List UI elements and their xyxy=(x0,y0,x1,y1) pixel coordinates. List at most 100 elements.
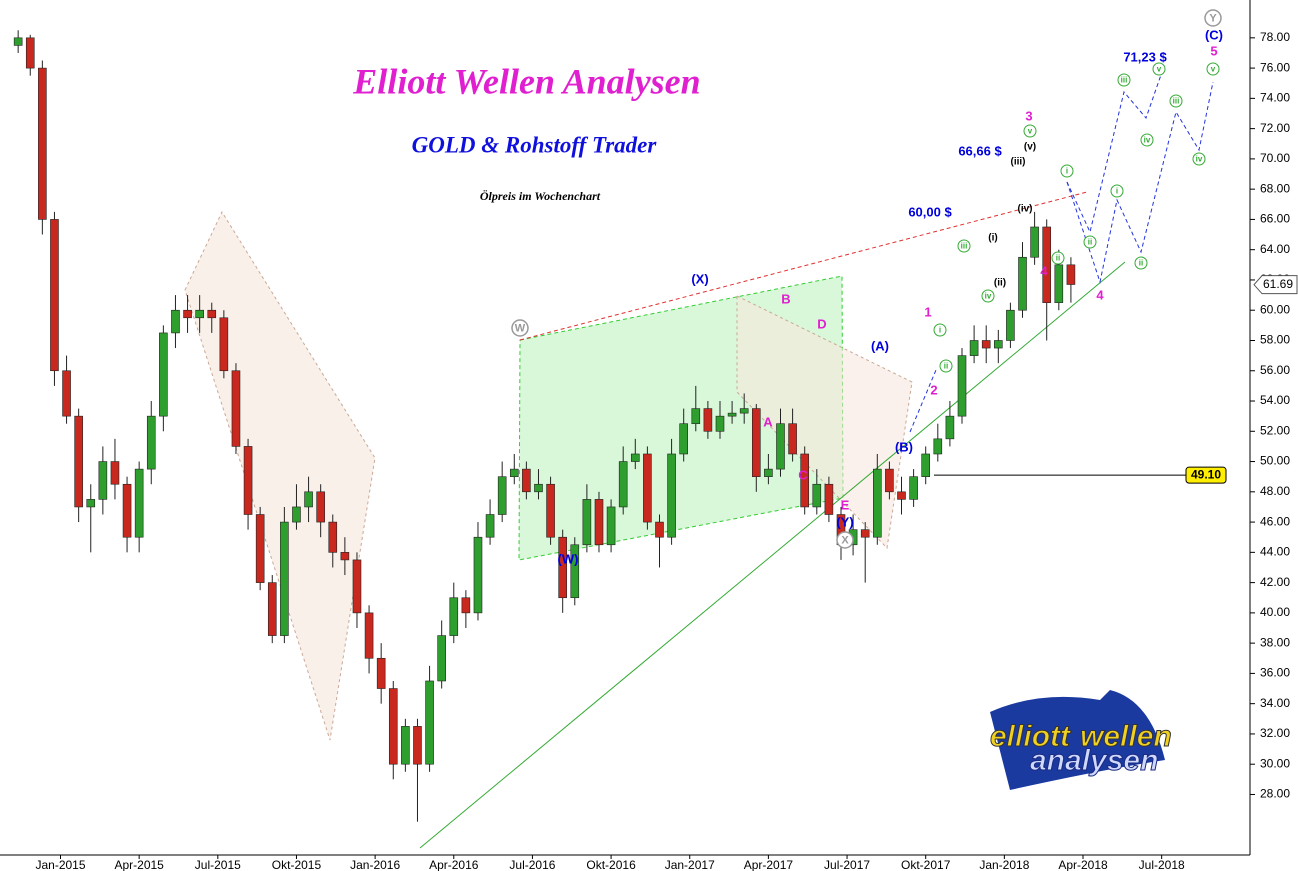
candle-body xyxy=(413,726,422,765)
x-tick-label: Jul-2015 xyxy=(195,858,241,871)
y-tick-label: 52.00 xyxy=(1260,423,1290,437)
candle-body xyxy=(183,309,192,319)
candle-body xyxy=(546,483,555,538)
candle-body xyxy=(945,415,955,440)
overlays xyxy=(184,71,1214,849)
y-tick-label: 64.00 xyxy=(1260,242,1290,256)
wave-label: Y xyxy=(1209,12,1217,24)
wave-label: 2 xyxy=(930,382,937,397)
candle-body xyxy=(364,612,374,659)
y-tick-label: 28.00 xyxy=(1260,787,1290,801)
candle-body xyxy=(909,476,918,500)
wave-label: W xyxy=(515,322,526,334)
wave-label: (C) xyxy=(1205,27,1223,42)
projection xyxy=(909,369,937,433)
candle-body xyxy=(146,415,156,470)
level-box xyxy=(1185,466,1227,484)
wave-label: (i) xyxy=(988,233,997,244)
candle-body xyxy=(933,438,943,455)
wave-circle xyxy=(1140,133,1154,147)
wave-label: 1 xyxy=(924,304,931,319)
candle-body xyxy=(606,506,616,546)
candle-body xyxy=(425,680,434,765)
wave-label: C xyxy=(798,467,808,482)
candle-body xyxy=(352,559,362,614)
candle-body xyxy=(437,635,446,682)
candle-body xyxy=(497,476,507,515)
candle-body xyxy=(679,423,688,455)
x-tick-label: Apr-2017 xyxy=(744,858,794,871)
wave-label: iii xyxy=(1173,97,1180,106)
wave-label: B xyxy=(781,291,790,306)
logo-text: elliott xyxy=(990,720,1072,753)
wave-label: ii xyxy=(1088,238,1092,247)
wave-circle xyxy=(1051,251,1065,265)
candle-body xyxy=(558,536,567,599)
candle-body xyxy=(86,499,96,508)
x-tick-label: Apr-2016 xyxy=(429,858,479,871)
wave-label: (A) xyxy=(871,338,889,353)
wave-circle xyxy=(939,359,953,373)
candle-body xyxy=(715,415,725,432)
candle-body xyxy=(812,483,822,508)
wave-label: iv xyxy=(1144,136,1151,145)
logo: elliott wellen analysen xyxy=(990,690,1172,790)
candle-body xyxy=(522,468,531,493)
logo-text: wellen xyxy=(1080,720,1172,753)
y-tick-label: 60.00 xyxy=(1260,302,1290,316)
candle-body xyxy=(122,483,132,538)
wave-label: iii xyxy=(961,242,968,251)
candle-body xyxy=(328,521,338,553)
y-tick-label: 46.00 xyxy=(1260,514,1290,528)
candle-body xyxy=(1066,264,1076,285)
candle-body xyxy=(630,453,640,462)
y-tick-label: 58.00 xyxy=(1260,333,1290,347)
wave-label: 60,00 $ xyxy=(908,204,952,219)
wave-label: 3 xyxy=(1025,108,1032,123)
level-label: 49.10 xyxy=(1191,467,1221,481)
wave-circle xyxy=(981,289,995,303)
x-tick-label: Jul-2016 xyxy=(509,858,555,871)
candle-body xyxy=(267,582,277,636)
y-tick-label: 66.00 xyxy=(1260,212,1290,226)
candle-body xyxy=(570,544,580,599)
candle-body xyxy=(134,468,144,538)
wave-circle xyxy=(1169,94,1183,108)
candle-body xyxy=(316,491,325,523)
wave-label: A xyxy=(763,414,773,429)
wave-circle xyxy=(1060,164,1074,178)
wave-label: ii xyxy=(1056,254,1060,263)
chart-title: Elliott Wellen Analysen xyxy=(352,61,700,101)
candle-body xyxy=(764,468,773,477)
wave-label: v xyxy=(1211,65,1216,74)
wave-label: X xyxy=(841,534,849,546)
candle-body xyxy=(1054,264,1064,303)
candle-body xyxy=(534,483,543,493)
candle-body xyxy=(304,491,313,508)
labels: (W) (X) (Y) (A) (B) (C) W X Y A B C D E 1 2 3 4 5 4 60,00 $ 6… xyxy=(511,9,1223,566)
y-tick-label: 78.00 xyxy=(1260,30,1290,44)
wave-label: i xyxy=(1116,187,1118,196)
candle-body xyxy=(655,521,664,538)
wave-circle xyxy=(1023,124,1037,138)
shaded-region xyxy=(184,210,376,741)
candle-body xyxy=(1030,226,1039,258)
wave-label: iv xyxy=(1196,155,1203,164)
wave-label: 5 xyxy=(1210,43,1217,58)
candle-body xyxy=(340,552,350,561)
candle-body xyxy=(25,37,35,69)
x-tick-label: Jan-2015 xyxy=(35,858,85,871)
candle-body xyxy=(618,461,628,508)
y-tick-label: 42.00 xyxy=(1260,575,1290,589)
projection xyxy=(1066,81,1214,284)
candle-body xyxy=(74,415,83,508)
candle-body xyxy=(957,355,967,417)
wave-circle xyxy=(1110,184,1124,198)
wave-label: v xyxy=(1028,127,1033,136)
x-tick-label: Jul-2017 xyxy=(824,858,870,871)
x-tick-label: Jul-2018 xyxy=(1139,858,1185,871)
x-tick-label: Apr-2015 xyxy=(114,858,164,871)
candle-body xyxy=(800,453,809,508)
candle-body xyxy=(897,491,906,500)
